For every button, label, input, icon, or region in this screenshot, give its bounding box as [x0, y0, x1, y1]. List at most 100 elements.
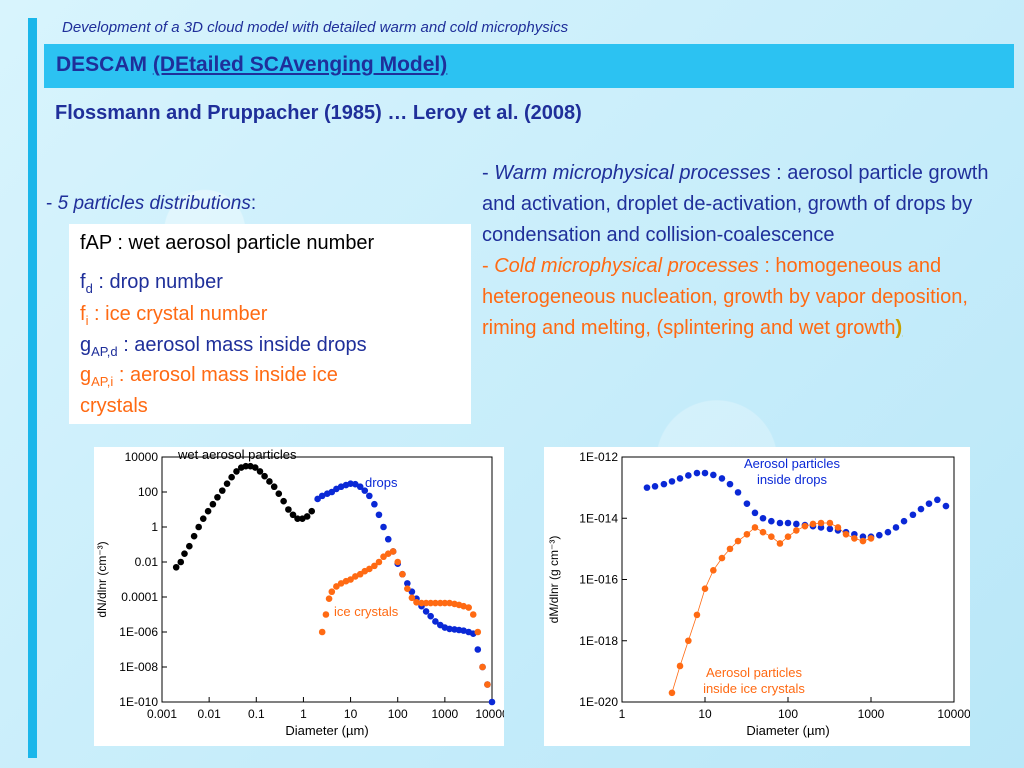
- data-point: [181, 550, 188, 557]
- y-tick-label: 1E-020: [579, 695, 618, 709]
- data-point: [718, 475, 726, 482]
- series-label: ice crystals: [334, 604, 399, 619]
- data-point: [685, 637, 692, 645]
- series-label: inside ice crystals: [703, 681, 805, 696]
- data-point: [256, 468, 264, 475]
- data-point: [280, 497, 287, 505]
- data-point: [195, 523, 202, 531]
- var-subscript: AP,d: [91, 344, 118, 359]
- var-gapi: gAP,i : aerosol mass inside ice: [80, 364, 338, 389]
- data-point: [261, 472, 268, 480]
- distributions-colon: :: [250, 193, 257, 214]
- y-tick-label: 10000: [125, 450, 159, 464]
- var-subscript: AP,i: [91, 374, 114, 389]
- chart-mass-distribution: 1 10 100 1000 10000 1E-012 1E-014 1E-016 1E-018 1…: [544, 447, 971, 746]
- data-point: [826, 519, 834, 527]
- x-tick-label: 10000: [937, 707, 970, 721]
- data-point: [380, 553, 387, 561]
- title-band: [44, 44, 1014, 88]
- x-tick-label: 100: [778, 707, 798, 721]
- authors-line: Flossmann and Pruppacher (1985) … Leroy …: [55, 102, 582, 124]
- data-point: [842, 530, 850, 538]
- x-tick-label: 10: [344, 707, 358, 721]
- data-point: [441, 599, 449, 607]
- data-point: [399, 570, 406, 578]
- data-point: [718, 554, 726, 562]
- data-point: [404, 585, 411, 592]
- title-link[interactable]: (DEtailed SCAvenging Model): [152, 53, 448, 76]
- x-tick-label: 1000: [858, 707, 885, 721]
- data-point: [693, 611, 701, 619]
- y-tick-label: 0.01: [135, 555, 159, 569]
- data-point: [751, 509, 759, 517]
- var-desc: crystals: [80, 395, 148, 417]
- var-symbol: f: [80, 271, 86, 293]
- data-point: [743, 530, 751, 538]
- var-desc: : wet aerosol particle number: [111, 232, 375, 254]
- warm-text: : aerosol particle growth and activation…: [482, 162, 989, 246]
- data-point: [465, 604, 472, 611]
- data-point: [289, 511, 297, 519]
- data-point: [190, 532, 198, 540]
- variables-box: [69, 224, 471, 424]
- var-fi: fi : ice crystal number: [80, 303, 267, 328]
- processes-text: - Warm microphysical processes : aerosol…: [482, 158, 1012, 344]
- data-point: [768, 533, 775, 540]
- data-point: [328, 588, 336, 596]
- var-desc: : aerosol mass inside ice: [113, 364, 338, 386]
- data-point: [228, 473, 235, 481]
- var-desc: : ice crystal number: [88, 303, 268, 325]
- var-fap: fAP : wet aerosol particle number: [80, 232, 374, 255]
- data-point: [446, 599, 453, 607]
- data-point: [859, 537, 867, 545]
- data-point: [436, 599, 444, 607]
- data-point: [726, 545, 734, 553]
- chart-number-svg: 0.001 0.01 0.1 1 10 100 1000 10000 10000 100 1 0.01…: [95, 447, 509, 738]
- data-point: [851, 535, 858, 542]
- data-point: [460, 602, 467, 610]
- data-point: [446, 625, 453, 633]
- data-point: [333, 583, 340, 590]
- var-desc: : drop number: [92, 271, 223, 293]
- x-tick-label: 1: [300, 707, 307, 721]
- data-point: [318, 492, 326, 500]
- data-point: [668, 689, 676, 697]
- x-tick-label: 0.01: [197, 707, 221, 721]
- data-point: [474, 646, 482, 653]
- slide-subtitle: Development of a 3D cloud model with det…: [62, 19, 569, 36]
- series-label: Aerosol particles: [706, 665, 803, 680]
- data-point: [389, 548, 397, 555]
- distributions-label: - 5 particles distributions:: [46, 193, 256, 215]
- data-point: [209, 500, 217, 508]
- data-point: [693, 469, 701, 477]
- data-point: [743, 500, 751, 507]
- data-point: [676, 475, 684, 482]
- data-point: [668, 478, 676, 485]
- data-point: [759, 528, 767, 536]
- data-point: [701, 469, 709, 477]
- var-symbol: f: [80, 303, 86, 325]
- y-axis-label: dN/dlnr (cm⁻³): [95, 541, 109, 617]
- data-point: [726, 480, 734, 488]
- cold-text: : homogeneous and heterogeneous nucleati…: [482, 255, 968, 339]
- data-point: [186, 542, 193, 550]
- data-point: [701, 585, 709, 593]
- data-point: [303, 513, 311, 520]
- data-point: [285, 506, 292, 513]
- data-point: [427, 599, 434, 607]
- data-point: [909, 511, 917, 519]
- data-point: [294, 515, 301, 522]
- x-tick-label: 10: [698, 707, 712, 721]
- data-point: [917, 505, 925, 513]
- series-label: wet aerosol particles: [177, 447, 297, 462]
- y-tick-label: 1E-016: [579, 573, 618, 587]
- data-point: [366, 565, 373, 573]
- data-point: [817, 519, 825, 527]
- data-point: [651, 483, 659, 490]
- x-tick-label: 1: [619, 707, 626, 721]
- data-point: [318, 628, 326, 636]
- var-symbol: g: [80, 334, 92, 356]
- data-point: [710, 471, 717, 479]
- var-fd: fd : drop number: [80, 271, 223, 296]
- data-point: [404, 580, 411, 587]
